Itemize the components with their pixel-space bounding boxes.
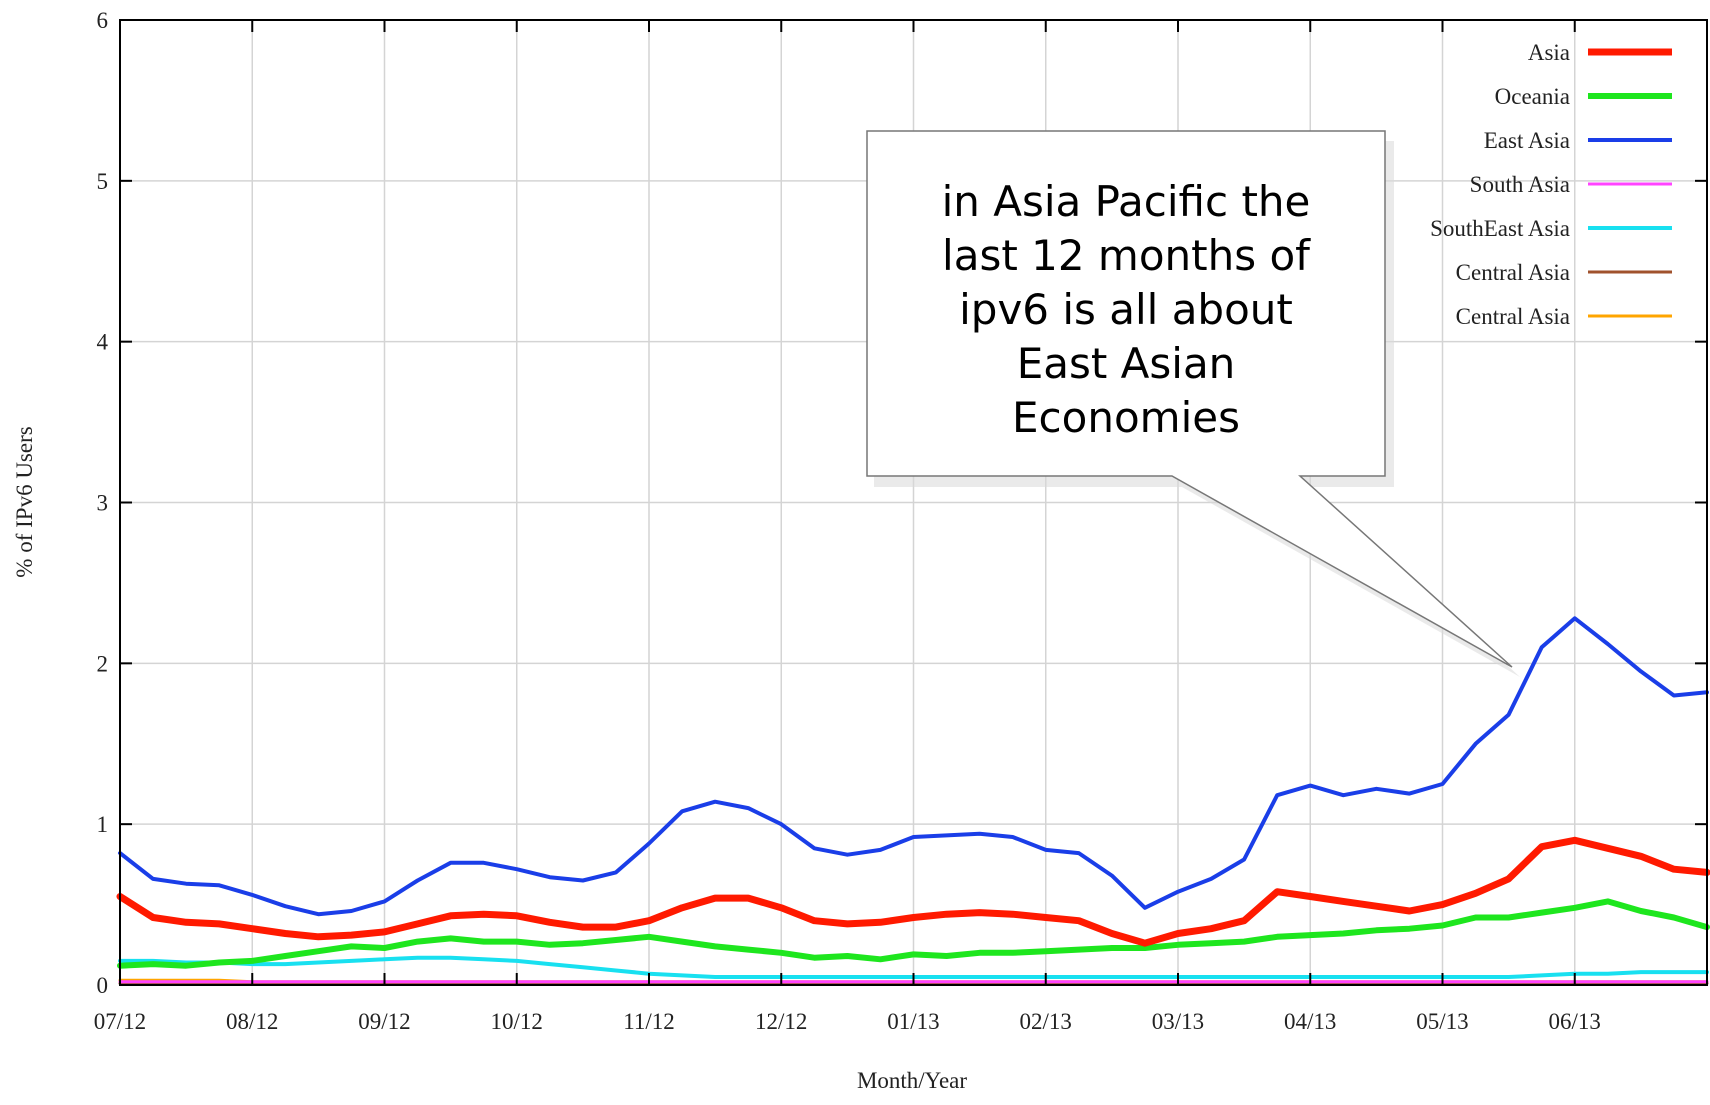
callout-line: Economies <box>1012 393 1240 442</box>
y-tick-label: 2 <box>97 651 109 676</box>
series-line <box>117 898 1710 969</box>
y-tick-label: 0 <box>97 973 109 998</box>
x-tick-label: 10/12 <box>491 1009 543 1034</box>
callout-line: last 12 months of <box>942 231 1311 280</box>
ticks: 0 1 2 3 4 5 6 07/12 08/12 09/12 10/12 11/12 12/12 01/… <box>94 8 1707 1034</box>
x-tick-label: 09/12 <box>358 1009 410 1034</box>
series-line <box>116 836 1710 947</box>
legend-label: Asia <box>1528 40 1570 65</box>
x-tick-label: 08/12 <box>226 1009 278 1034</box>
callout-box <box>866 130 1513 668</box>
y-axis-title: % of IPv6 Users <box>12 426 37 577</box>
legend-label: SouthEast Asia <box>1430 216 1570 241</box>
x-tick-label: 03/13 <box>1152 1009 1204 1034</box>
x-tick-label: 12/12 <box>755 1009 807 1034</box>
y-tick-label: 1 <box>97 812 109 837</box>
legend-label: Oceania <box>1495 84 1570 109</box>
callout-text: in Asia Pacific the last 12 months of ipv6… <box>942 177 1312 442</box>
callout-line: East Asian <box>1017 339 1236 388</box>
series-line <box>118 616 1709 917</box>
x-tick-label: 05/13 <box>1416 1009 1468 1034</box>
callout-line: ipv6 is all about <box>959 285 1293 334</box>
legend: Asia Oceania East Asia South Asia SouthEast … <box>1430 40 1672 329</box>
legend-label: Central Asia <box>1456 260 1570 285</box>
x-tick-label: 11/12 <box>623 1009 675 1034</box>
x-axis-title: Month/Year <box>857 1068 967 1093</box>
x-tick-label: 01/13 <box>887 1009 939 1034</box>
legend-label: Central Asia <box>1456 304 1570 329</box>
legend-label: South Asia <box>1470 172 1570 197</box>
y-tick-label: 6 <box>97 8 109 33</box>
y-tick-label: 4 <box>97 330 109 355</box>
callout-line: in Asia Pacific the <box>942 177 1311 226</box>
y-tick-label: 5 <box>97 169 109 194</box>
legend-label: East Asia <box>1484 128 1570 153</box>
x-tick-label: 06/13 <box>1549 1009 1601 1034</box>
x-tick-label: 02/13 <box>1020 1009 1072 1034</box>
callout: in Asia Pacific the last 12 months of ipv6… <box>866 130 1520 677</box>
x-tick-label: 07/12 <box>94 1009 146 1034</box>
y-tick-label: 3 <box>97 491 109 516</box>
x-tick-label: 04/13 <box>1284 1009 1336 1034</box>
